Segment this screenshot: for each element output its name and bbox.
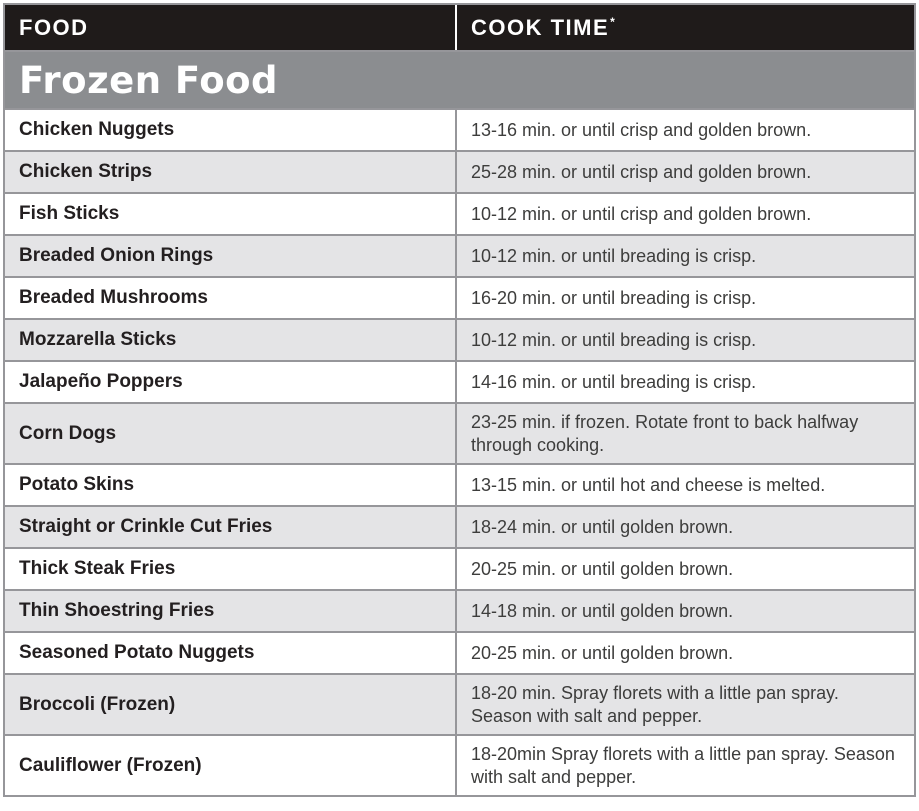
table-row: Chicken Strips 25-28 min. or until crisp…: [5, 152, 914, 194]
table-row: Straight or Crinkle Cut Fries 18-24 min.…: [5, 507, 914, 549]
cook-time-value: 10-12 min. or until crisp and golden bro…: [455, 194, 914, 234]
cook-time-value: 10-12 min. or until breading is crisp.: [455, 320, 914, 360]
section-title: Frozen Food: [19, 58, 279, 102]
food-column-label: FOOD: [19, 14, 89, 40]
cook-time-value: 25-28 min. or until crisp and golden bro…: [455, 152, 914, 192]
table-header-row: FOOD COOK TIME *: [5, 5, 914, 52]
table-body: Chicken Nuggets 13-16 min. or until cris…: [5, 110, 914, 795]
food-name: Thick Steak Fries: [19, 558, 176, 579]
table-row: Seasoned Potato Nuggets 20-25 min. or un…: [5, 633, 914, 675]
table-row: Breaded Onion Rings 10-12 min. or until …: [5, 236, 914, 278]
cook-time-value: 13-15 min. or until hot and cheese is me…: [455, 465, 914, 505]
food-name: Jalapeño Poppers: [19, 371, 183, 392]
column-header-cook-time: COOK TIME *: [455, 5, 914, 50]
column-header-food: FOOD: [5, 5, 455, 50]
table-row: Breaded Mushrooms 16-20 min. or until br…: [5, 278, 914, 320]
cook-time-value: 16-20 min. or until breading is crisp.: [455, 278, 914, 318]
cook-time-value: 14-16 min. or until breading is crisp.: [455, 362, 914, 402]
cook-time-value: 18-20min Spray florets with a little pan…: [455, 736, 914, 795]
cook-time-column-label: COOK TIME: [471, 14, 610, 40]
food-name: Mozzarella Sticks: [19, 329, 177, 350]
food-name: Cauliflower (Frozen): [19, 754, 202, 776]
table-row: Potato Skins 13-15 min. or until hot and…: [5, 465, 914, 507]
table-row: Thin Shoestring Fries 14-18 min. or unti…: [5, 591, 914, 633]
table-row: Broccoli (Frozen) 18-20 min. Spray flore…: [5, 675, 914, 736]
table-row: Mozzarella Sticks 10-12 min. or until br…: [5, 320, 914, 362]
food-name: Corn Dogs: [19, 422, 117, 444]
cook-time-value: 10-12 min. or until breading is crisp.: [455, 236, 914, 276]
table-row: Cauliflower (Frozen) 18-20min Spray flor…: [5, 736, 914, 795]
table-row: Corn Dogs 23-25 min. if frozen. Rotate f…: [5, 404, 914, 465]
food-name: Breaded Onion Rings: [19, 245, 214, 266]
cook-time-value: 18-24 min. or until golden brown.: [455, 507, 914, 547]
cook-time-value: 13-16 min. or until crisp and golden bro…: [455, 110, 914, 150]
food-name: Fish Sticks: [19, 203, 120, 224]
section-header-frozen-food: Frozen Food: [5, 52, 914, 110]
footnote-asterisk: *: [610, 14, 615, 29]
food-name: Seasoned Potato Nuggets: [19, 642, 255, 663]
food-name: Broccoli (Frozen): [19, 693, 176, 715]
cook-chart-table: FOOD COOK TIME * Frozen Food Chicken Nugg…: [3, 3, 916, 797]
cook-time-value: 14-18 min. or until golden brown.: [455, 591, 914, 631]
food-name: Chicken Strips: [19, 161, 153, 182]
table-row: Jalapeño Poppers 14-16 min. or until bre…: [5, 362, 914, 404]
cook-time-value: 18-20 min. Spray florets with a little p…: [455, 675, 914, 734]
food-name: Straight or Crinkle Cut Fries: [19, 516, 273, 537]
cook-time-value: 20-25 min. or until golden brown.: [455, 549, 914, 589]
food-name: Thin Shoestring Fries: [19, 600, 215, 621]
food-name: Breaded Mushrooms: [19, 287, 208, 308]
table-row: Fish Sticks 10-12 min. or until crisp an…: [5, 194, 914, 236]
table-row: Thick Steak Fries 20-25 min. or until go…: [5, 549, 914, 591]
cook-time-value: 23-25 min. if frozen. Rotate front to ba…: [455, 404, 914, 463]
food-name: Chicken Nuggets: [19, 119, 175, 140]
food-name: Potato Skins: [19, 474, 135, 495]
table-row: Chicken Nuggets 13-16 min. or until cris…: [5, 110, 914, 152]
cook-time-value: 20-25 min. or until golden brown.: [455, 633, 914, 673]
